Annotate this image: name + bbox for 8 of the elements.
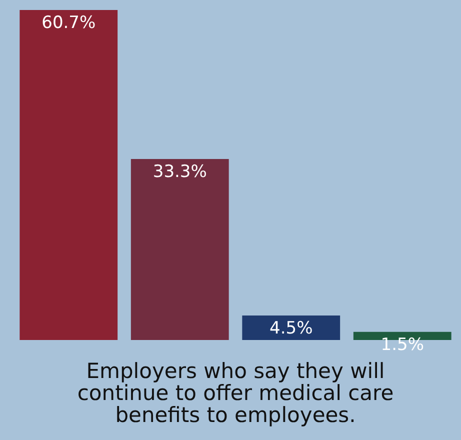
bar: [130, 158, 229, 340]
bar: [20, 10, 118, 340]
bar: [242, 316, 340, 340]
data-label: 4.5%: [270, 318, 313, 339]
text: Employers who say they will continue to offer medical care benefits to employees.: [77, 358, 394, 427]
data-label: 33.3%: [152, 162, 207, 182]
data-label: 1.5%: [380, 334, 424, 355]
data-label: 60.7%: [42, 13, 96, 33]
